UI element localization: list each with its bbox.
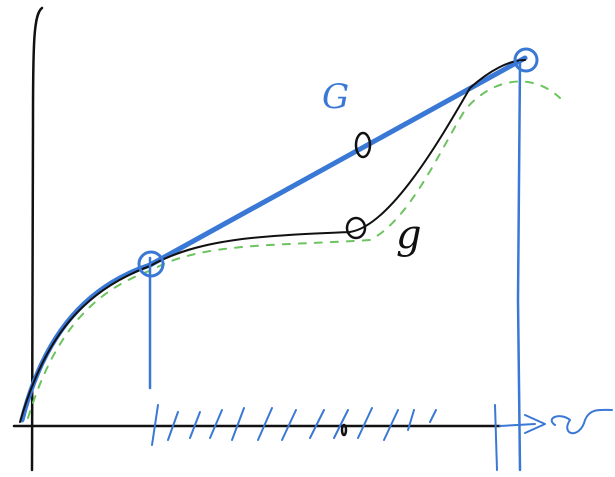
dashed-curve: [27, 80, 561, 419]
axis-dot: [340, 423, 348, 437]
axis-arrow: [499, 408, 613, 435]
lower-curve: [19, 59, 526, 423]
hatching: [151, 404, 437, 446]
right-mark: [494, 404, 498, 471]
lower-label: g: [396, 212, 422, 258]
right-bound: [516, 60, 522, 472]
upper-marker: [354, 131, 372, 159]
upper-curve: [19, 55, 528, 423]
right-point: [513, 47, 539, 73]
y-axis: [30, 6, 44, 472]
left-point: [137, 250, 165, 278]
lower-marker: [345, 216, 367, 240]
upper-label: G: [322, 77, 349, 117]
